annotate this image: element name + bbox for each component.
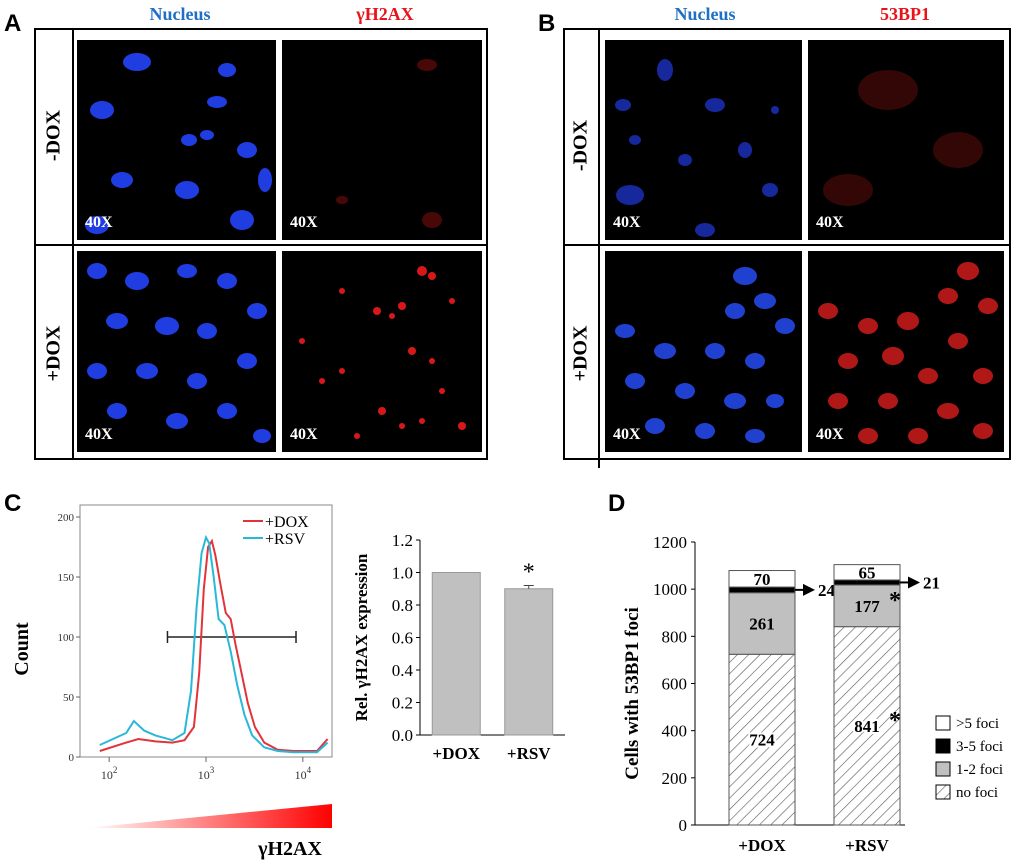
foci-arrow-head (803, 583, 815, 596)
panel-a-nucleus-plus-dox-image: 40X (77, 251, 276, 452)
panel-b-nucleus-minus-dox-image: 40X (605, 40, 802, 240)
rel-y-tick-label: 0.4 (392, 661, 414, 680)
panel-b-divider-v (598, 28, 600, 468)
x-tick-label: 102 (101, 765, 118, 782)
foci-segment-1-2-foci (728, 592, 796, 655)
rel-y-tick-label: 0.0 (392, 726, 413, 745)
rel-bar-dox (431, 572, 481, 736)
y-tick-label: 0 (69, 752, 75, 764)
histogram-x-label: γH2AX (258, 838, 322, 860)
magnification-label: 40X (613, 214, 641, 231)
x-tick-label: 104 (295, 765, 312, 782)
foci-segment-5-foci (833, 564, 901, 581)
panel-a-nucleus-header: Nucleus (149, 4, 211, 24)
rel-y-label: Rel. γH2AX expression (352, 553, 371, 721)
panel-a-nucleus-minus-dox-image: 40X (77, 40, 276, 240)
foci-y-tick-label: 600 (662, 675, 688, 694)
foci-x-tick-label: +DOX (738, 836, 786, 855)
y-tick-label: 150 (58, 572, 75, 584)
foci-segment-value: 724 (749, 731, 775, 750)
foci-legend-swatch (935, 784, 951, 800)
x-tick-label: 103 (198, 765, 215, 782)
panel-b-nucleus-plus-dox-image: 40X (605, 251, 802, 452)
foci-small-segment-label: 21 (923, 573, 940, 592)
foci-x-tick-label: +RSV (845, 836, 889, 855)
panel-b-nucleus-header: Nucleus (674, 4, 736, 24)
histogram-line-dox (99, 538, 329, 752)
histogram-chart: 0 50 100 150 200 102 103 104 Count +DOX+RSV (11, 504, 333, 782)
rel-x-tick-label: +RSV (507, 744, 551, 763)
y-tick-label: 100 (58, 632, 75, 644)
panel-b-53bp1-plus-dox-image: 40X (808, 251, 1004, 452)
panel-b-53bp1-header: 53BP1 (879, 4, 930, 24)
rel-bar-rsv (504, 588, 554, 736)
panel-a-divider-h (34, 244, 488, 246)
foci-y-tick-label: 200 (662, 769, 688, 788)
foci-stacked-bar-chart: 0 200 400 600 800 1000 1200 Cells with 53BP1 fo… (622, 533, 1003, 855)
panel-b-divider-h (563, 244, 1011, 246)
magnification-label: 40X (290, 426, 318, 443)
foci-significance-star: * (889, 708, 901, 734)
legend-label: +RSV (265, 531, 306, 548)
panel-a-row-label-plus-dox: +DOX (42, 325, 65, 382)
foci-y-tick-label: 400 (662, 722, 688, 741)
foci-legend-label: no foci (956, 785, 998, 801)
foci-segment-value: 261 (749, 614, 775, 633)
rel-y-tick-label: 0.2 (392, 694, 413, 713)
relative-expression-bar-chart: 0.0 0.2 0.4 0.6 0.8 1.0 1.2 Rel. γH2AX expressi… (352, 531, 565, 763)
foci-y-label: Cells with 53BP1 foci (622, 607, 643, 780)
magnification-label: 40X (290, 214, 318, 231)
magnification-label: 40X (816, 214, 844, 231)
rel-y-tick-label: 1.0 (392, 564, 413, 583)
legend-label: +DOX (265, 514, 309, 531)
panel-c-letter: C (4, 490, 22, 517)
panel-b-53bp1-minus-dox-image: 40X (808, 40, 1004, 240)
foci-segment-value: 70 (754, 570, 771, 589)
rel-y-tick-label: 0.8 (392, 596, 413, 615)
foci-legend-label: >5 foci (956, 716, 999, 732)
rel-y-tick-label: 1.2 (392, 531, 413, 550)
foci-legend-swatch (935, 715, 951, 731)
histogram-y-label: Count (11, 622, 33, 676)
panel-a-letter: A (4, 10, 22, 37)
foci-segment-value: 841 (854, 717, 880, 736)
rel-y-tick-label: 0.6 (392, 629, 413, 648)
panel-d-letter: D (608, 490, 626, 517)
foci-significance-star: * (889, 588, 901, 614)
intensity-gradient-wedge (86, 804, 332, 828)
panel-a-gh2ax-plus-dox-image: 40X (282, 251, 482, 452)
foci-y-tick-label: 1000 (653, 580, 687, 599)
foci-legend-swatch (935, 738, 951, 754)
panel-b-letter: B (538, 10, 556, 37)
foci-small-segment-label: 24 (818, 581, 836, 600)
foci-y-tick-label: 800 (662, 627, 688, 646)
foci-segment-5-foci (728, 570, 796, 588)
foci-y-tick-label: 0 (679, 816, 688, 835)
y-tick-label: 50 (63, 692, 75, 704)
panel-a-gh2ax-minus-dox-image: 40X (282, 40, 482, 240)
foci-y-tick-label: 1200 (653, 533, 687, 552)
foci-arrow-head (908, 576, 920, 589)
panel-a-row-label-minus-dox: -DOX (42, 109, 65, 162)
y-tick-label: 200 (58, 512, 75, 524)
foci-legend-label: 1-2 foci (956, 762, 1003, 778)
magnification-label: 40X (85, 426, 113, 443)
panel-b-row-label-minus-dox: -DOX (569, 119, 592, 172)
foci-legend-label: 3-5 foci (956, 739, 1003, 755)
panel-a-gh2ax-header: γH2AX (356, 4, 414, 24)
magnification-label: 40X (85, 214, 113, 231)
foci-segment-value: 177 (854, 597, 880, 616)
foci-segment-no-foci (728, 653, 796, 826)
foci-segment-no-foci (833, 626, 901, 826)
magnification-label: 40X (816, 426, 844, 443)
rel-x-tick-label: +DOX (433, 744, 481, 763)
panel-b-row-label-plus-dox: +DOX (569, 325, 592, 382)
rel-significance-star: * (523, 560, 535, 586)
foci-segment-value: 65 (859, 563, 876, 582)
magnification-label: 40X (613, 426, 641, 443)
histogram-line-rsv (99, 534, 329, 754)
foci-legend-swatch (935, 761, 951, 777)
